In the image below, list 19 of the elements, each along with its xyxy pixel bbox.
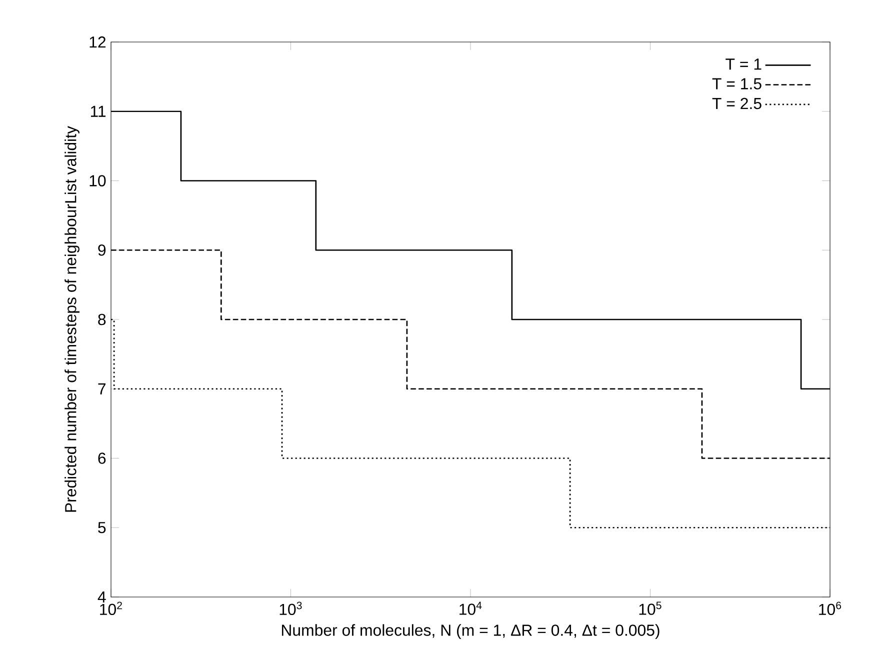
y-axis-title: Predicted number of timesteps of neighbourList validity — [64, 126, 80, 512]
x-tick-label: 10$^{5}$ — [639, 602, 662, 615]
y-tick-label: 9 — [98, 244, 106, 256]
x-tick-label: 10$^{2}$ — [100, 602, 122, 616]
x-tick-label: 10$^{3}$ — [280, 602, 302, 616]
x-tick-label: 10$^{4}$ — [460, 602, 482, 615]
y-tick-label: 11 — [90, 106, 106, 117]
y-tick-label: 5 — [98, 522, 106, 534]
y-tick-label: 7 — [98, 383, 106, 394]
y-tick-label: 8 — [98, 314, 106, 326]
legend-label: T = 2.5 — [712, 98, 762, 110]
y-tick-label: 12 — [90, 36, 106, 48]
x-axis-title: Number of molecules, N (m = 1, ΔR = 0.4, Δt = 0.005) — [282, 624, 660, 640]
y-tick-label: 10 — [90, 175, 106, 186]
legend-label: T = 1.5 — [712, 78, 762, 90]
y-tick-label: 4 — [98, 592, 106, 602]
x-tick-label: 10$^{6}$ — [819, 602, 842, 616]
legend-label: T = 1 — [726, 58, 762, 70]
y-tick-label: 6 — [98, 452, 106, 464]
